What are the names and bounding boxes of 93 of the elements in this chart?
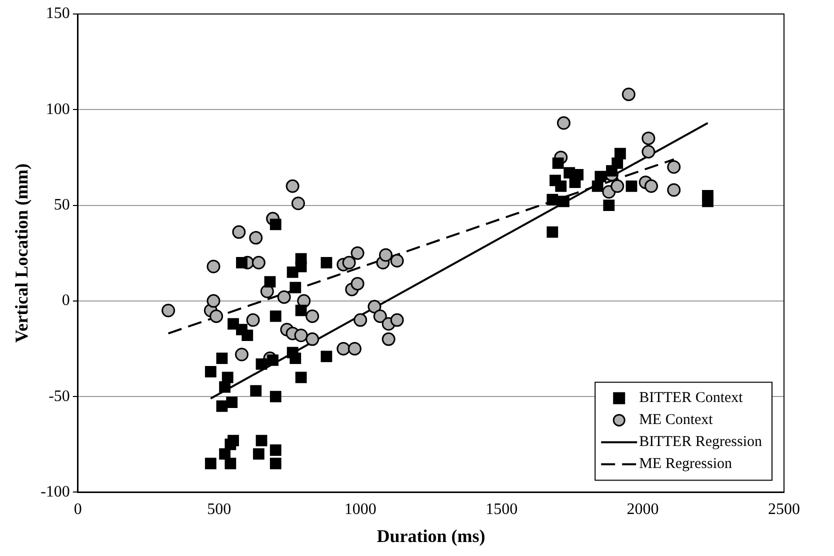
point [390, 254, 404, 268]
point [286, 179, 300, 193]
y-axis-title: Vertical Location (mm) [11, 163, 32, 343]
point [206, 260, 220, 274]
point [667, 183, 681, 197]
point [306, 309, 320, 323]
point [373, 309, 387, 323]
point [270, 458, 282, 470]
y-tick-label: 0 [62, 292, 70, 310]
point [270, 390, 282, 402]
point [216, 352, 228, 364]
point [226, 396, 238, 408]
y-tick-label: 50 [54, 196, 70, 214]
point [320, 350, 332, 362]
point [306, 332, 320, 346]
point [252, 256, 266, 270]
point [556, 116, 570, 130]
point [232, 225, 246, 239]
point [222, 372, 234, 384]
point [336, 342, 350, 356]
point [390, 313, 404, 327]
point [249, 231, 263, 245]
point [204, 366, 216, 378]
point [264, 276, 276, 288]
point [291, 196, 305, 210]
point [555, 180, 567, 192]
point [256, 434, 268, 446]
point [603, 200, 615, 211]
point [270, 310, 282, 322]
point [348, 342, 362, 356]
point [622, 88, 636, 102]
point [270, 218, 282, 230]
point [702, 190, 714, 202]
x-tick-label: 1500 [486, 501, 518, 518]
point [234, 348, 248, 362]
point [252, 448, 264, 460]
point [216, 400, 228, 412]
legend-label: BITTER Context [639, 390, 744, 406]
point [379, 248, 393, 262]
point [236, 256, 248, 268]
point [204, 458, 216, 470]
point [250, 385, 262, 397]
legend-label: ME Context [639, 412, 714, 428]
point [270, 444, 282, 456]
point [290, 352, 302, 364]
point [246, 313, 260, 327]
point [594, 170, 606, 182]
point [610, 179, 624, 193]
point [626, 180, 638, 192]
y-tick-label: -50 [48, 388, 70, 405]
point [342, 256, 356, 270]
legend-label: ME Regression [639, 456, 733, 472]
y-tick-label: 150 [46, 5, 70, 22]
point [267, 354, 279, 366]
point [350, 246, 364, 260]
point [546, 226, 558, 238]
point [295, 304, 307, 316]
point [242, 330, 254, 342]
point [552, 158, 564, 169]
point [644, 179, 658, 193]
point [612, 158, 624, 169]
point [558, 196, 570, 208]
x-tick-label: 2500 [768, 501, 800, 518]
point [294, 328, 308, 342]
point [350, 276, 364, 290]
point [642, 132, 656, 146]
point [290, 282, 302, 294]
point [667, 160, 681, 174]
point [277, 290, 291, 304]
point [206, 294, 220, 308]
point [162, 304, 176, 318]
point [210, 309, 224, 323]
x-tick-label: 500 [207, 501, 232, 518]
legend-label: BITTER Regression [639, 434, 762, 450]
point [354, 313, 368, 327]
point [546, 194, 558, 206]
y-tick-label: -100 [40, 483, 70, 500]
x-axis-title: Duration (ms) [376, 526, 486, 546]
x-tick-label: 0 [74, 501, 82, 518]
point [297, 294, 311, 308]
point [614, 148, 626, 160]
point [228, 434, 239, 446]
point [382, 332, 396, 346]
x-tick-label: 2000 [626, 501, 659, 518]
x-tick-label: 1000 [344, 501, 376, 518]
point [295, 372, 307, 384]
point [368, 300, 382, 314]
point [256, 358, 268, 370]
point [642, 144, 656, 158]
point [320, 256, 332, 268]
y-tick-label: 100 [46, 100, 70, 118]
point [224, 458, 236, 470]
point [295, 253, 307, 265]
